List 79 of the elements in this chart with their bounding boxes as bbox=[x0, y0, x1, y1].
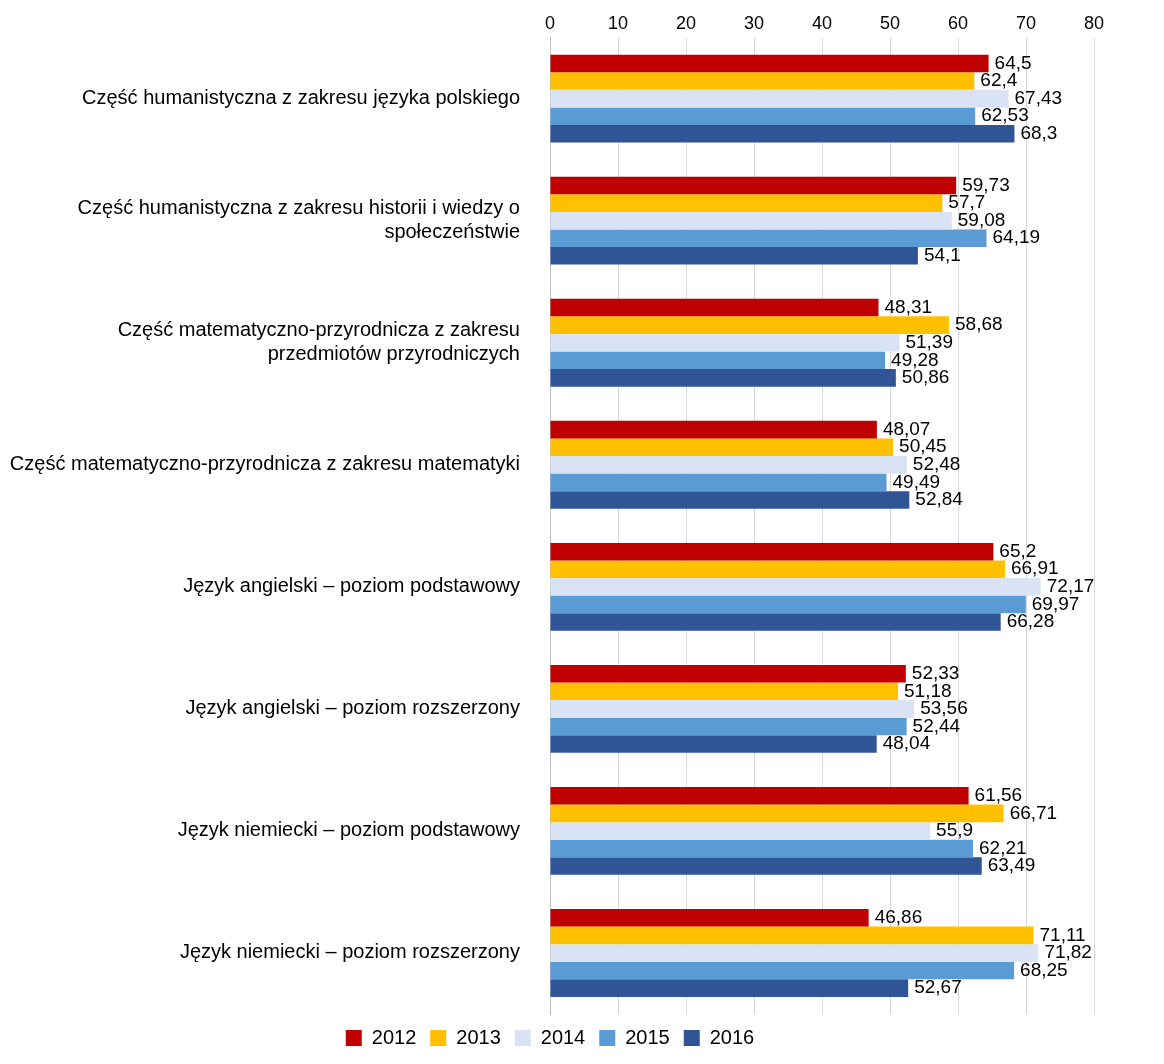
bar bbox=[550, 979, 909, 997]
bar bbox=[550, 682, 899, 701]
x-tick-label: 0 bbox=[544, 12, 556, 33]
x-tick-label: 50 bbox=[879, 12, 901, 33]
bar bbox=[550, 333, 900, 352]
bar bbox=[550, 211, 952, 230]
bar bbox=[550, 455, 907, 474]
data-label: 48,07 bbox=[882, 417, 931, 439]
legend-label: 2016 bbox=[709, 1025, 755, 1048]
y-tick-label: Język niemiecki – poziom rozszerzony bbox=[179, 940, 520, 963]
bar bbox=[550, 369, 896, 387]
bar bbox=[550, 613, 1001, 631]
bar bbox=[550, 700, 915, 718]
bar bbox=[550, 247, 918, 265]
data-label: 46,86 bbox=[874, 906, 923, 928]
bar bbox=[550, 786, 969, 805]
bar bbox=[550, 89, 1009, 108]
bar bbox=[550, 857, 982, 875]
y-tick-label: Język niemiecki – poziom podstawowy bbox=[177, 818, 520, 841]
data-label: 55,9 bbox=[936, 819, 974, 841]
data-label: 52,33 bbox=[911, 661, 960, 683]
bar bbox=[550, 107, 976, 125]
x-tick-label: 10 bbox=[607, 12, 629, 33]
data-label: 71,11 bbox=[1039, 923, 1086, 945]
data-label: 48,31 bbox=[884, 295, 933, 317]
bar bbox=[550, 717, 907, 736]
bar bbox=[550, 735, 877, 753]
x-tick-label: 80 bbox=[1083, 12, 1105, 33]
bar bbox=[550, 839, 974, 858]
x-tick-label: 40 bbox=[811, 12, 833, 33]
bar bbox=[550, 176, 957, 195]
data-label: 48,04 bbox=[882, 732, 931, 754]
y-tick-label: Część matematyczno-przyrodnicza z zakresu przedmiotów przyrodniczych bbox=[117, 318, 520, 365]
x-tick-label: 60 bbox=[947, 12, 969, 33]
bar bbox=[550, 438, 894, 456]
y-tick-label: Język angielski – poziom podstawowy bbox=[183, 574, 520, 597]
data-label: 66,28 bbox=[1006, 610, 1055, 632]
data-label: 65,2 bbox=[999, 539, 1037, 561]
data-label: 72,17 bbox=[1046, 575, 1095, 597]
bar bbox=[550, 909, 869, 927]
legend-label: 2014 bbox=[540, 1025, 586, 1048]
bar bbox=[550, 473, 887, 492]
bar bbox=[550, 804, 1004, 823]
y-tick-label: Część humanistyczna z zakresu historii i wiedzy o społeczeństwie bbox=[77, 196, 520, 243]
legend-label: 2013 bbox=[456, 1025, 501, 1048]
bar bbox=[550, 491, 910, 509]
bar bbox=[550, 560, 1005, 579]
bar bbox=[550, 72, 975, 90]
bar bbox=[550, 944, 1039, 962]
data-label: 68,25 bbox=[1020, 958, 1068, 980]
bar bbox=[550, 351, 886, 370]
bar bbox=[550, 420, 877, 439]
bar bbox=[550, 595, 1026, 614]
x-tick-label: 20 bbox=[675, 12, 697, 33]
bar bbox=[550, 298, 879, 317]
data-label: 58,68 bbox=[955, 313, 1003, 335]
data-label: 54,1 bbox=[923, 244, 961, 266]
bar bbox=[550, 229, 987, 248]
legend-label: 2015 bbox=[625, 1025, 670, 1048]
bar bbox=[550, 542, 994, 561]
bar bbox=[550, 124, 1015, 143]
bar bbox=[550, 961, 1015, 980]
bar bbox=[550, 578, 1041, 596]
bar bbox=[550, 926, 1034, 945]
data-label: 64,19 bbox=[992, 226, 1041, 248]
bar bbox=[550, 194, 943, 212]
bar bbox=[550, 822, 931, 840]
bar bbox=[550, 54, 989, 73]
y-tick-label: Część matematyczno-przyrodnicza z zakresu matematyki bbox=[9, 452, 520, 475]
y-tick-label: Język angielski – poziom rozszerzony bbox=[185, 696, 520, 719]
x-tick-label: 70 bbox=[1015, 12, 1037, 33]
y-tick-label: Część humanistyczna z zakresu języka polskiego bbox=[82, 86, 520, 109]
data-label: 52,67 bbox=[914, 976, 962, 998]
x-tick-label: 30 bbox=[743, 12, 765, 33]
bar bbox=[550, 664, 906, 683]
legend-label: 2012 bbox=[371, 1025, 417, 1048]
data-label: 62,21 bbox=[979, 836, 1027, 858]
bar bbox=[550, 316, 950, 334]
data-label: 51,39 bbox=[905, 330, 953, 352]
